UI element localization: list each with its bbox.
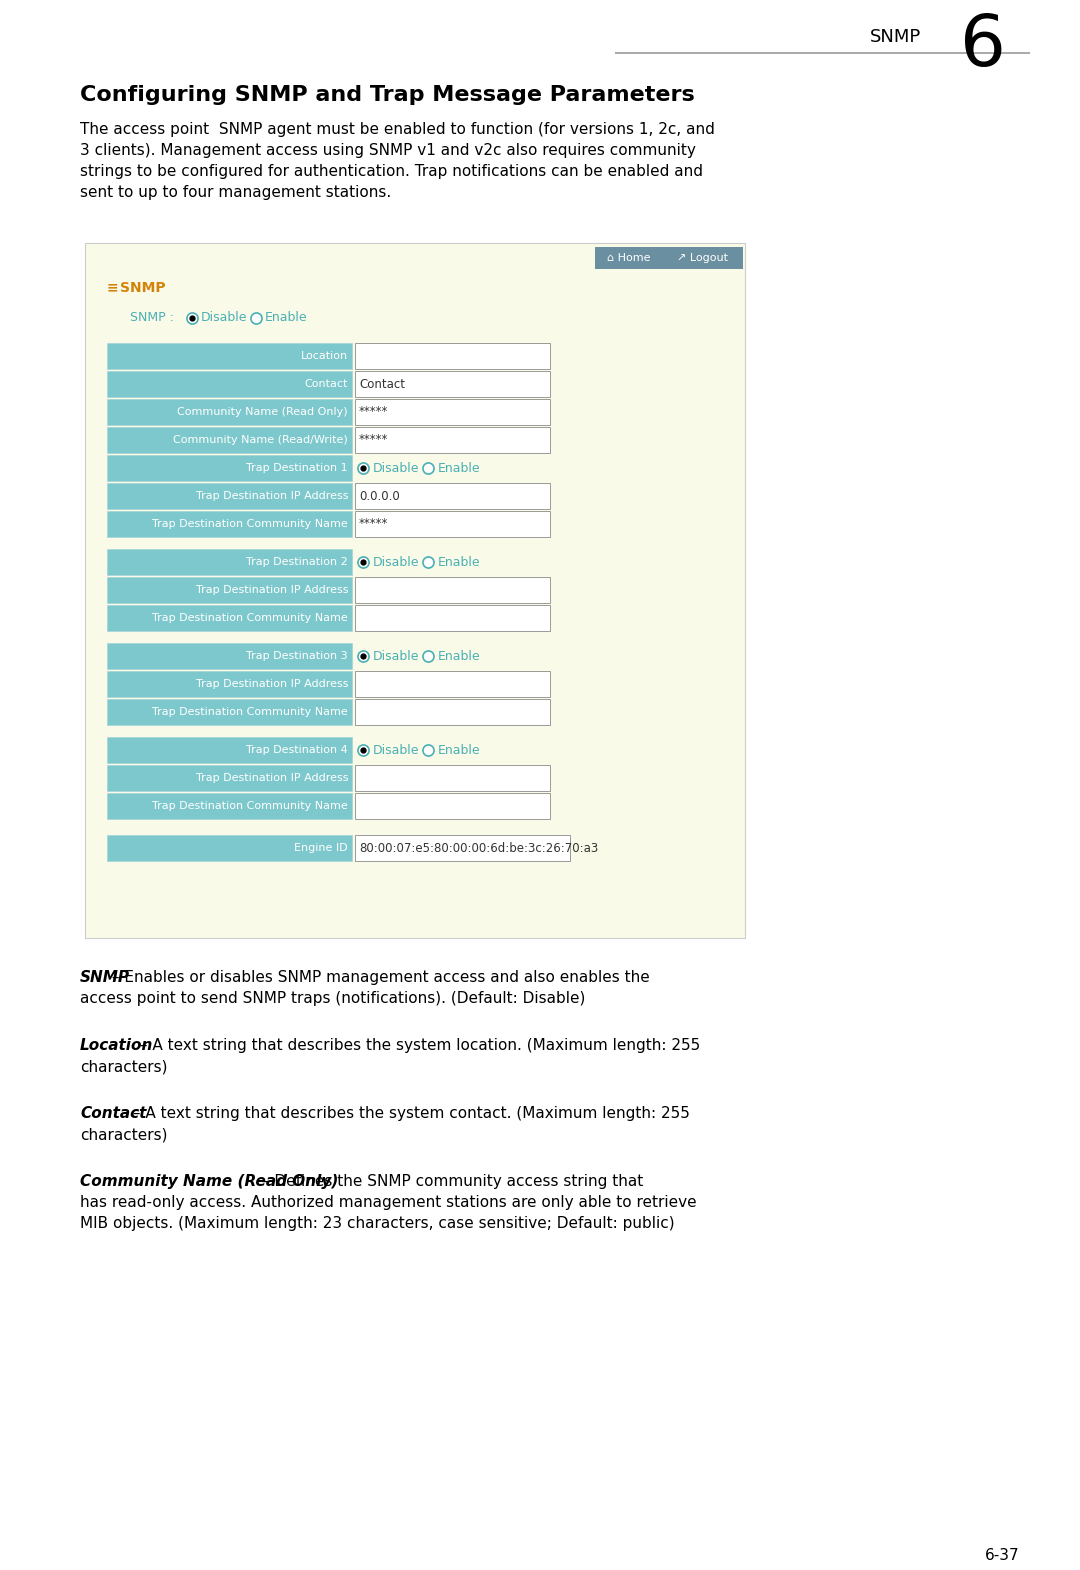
Bar [107, 578, 352, 603]
Text: Disable: Disable [373, 744, 419, 757]
Bar [107, 399, 352, 425]
Text: access point to send SNMP traps (notifications). (Default: Disable): access point to send SNMP traps (notific… [80, 991, 585, 1006]
Bar [85, 243, 745, 937]
Text: – A text string that describes the system location. (Maximum length: 255: – A text string that describes the syste… [135, 1038, 700, 1053]
Bar [107, 644, 352, 669]
Text: SNMP: SNMP [120, 281, 165, 295]
Text: Trap Destination IP Address: Trap Destination IP Address [195, 491, 348, 501]
Text: Trap Destination Community Name: Trap Destination Community Name [152, 520, 348, 529]
Bar [107, 484, 352, 509]
Bar [107, 670, 352, 697]
Text: SNMP: SNMP [80, 970, 130, 984]
Text: Location: Location [301, 352, 348, 361]
Text: Enable: Enable [438, 556, 481, 568]
Bar [107, 427, 352, 454]
Text: – Defines the SNMP community access string that: – Defines the SNMP community access stri… [257, 1174, 644, 1188]
Text: SNMP: SNMP [870, 28, 921, 46]
Text: Trap Destination 3: Trap Destination 3 [246, 652, 348, 661]
Text: Disable: Disable [373, 462, 419, 474]
Bar [107, 510, 352, 537]
Text: Trap Destination Community Name: Trap Destination Community Name [152, 801, 348, 812]
Bar [355, 342, 550, 369]
Text: 6-37: 6-37 [985, 1548, 1020, 1564]
Text: ↗ Logout: ↗ Logout [677, 253, 728, 264]
Text: Disable: Disable [201, 311, 247, 323]
Bar [107, 455, 352, 480]
Text: characters): characters) [80, 1060, 167, 1074]
Text: *****: ***** [359, 405, 389, 419]
Text: Trap Destination 1: Trap Destination 1 [246, 463, 348, 473]
Text: 3 clients). Management access using SNMP v1 and v2c also requires community: 3 clients). Management access using SNMP… [80, 143, 696, 159]
Bar [355, 371, 550, 397]
Text: Enable: Enable [438, 744, 481, 757]
Text: Contact: Contact [359, 377, 405, 391]
Text: 0.0.0.0: 0.0.0.0 [359, 490, 400, 502]
Text: Location: Location [80, 1038, 153, 1053]
Text: *****: ***** [359, 518, 389, 531]
Text: has read-only access. Authorized management stations are only able to retrieve: has read-only access. Authorized managem… [80, 1195, 697, 1210]
Text: – A text string that describes the system contact. (Maximum length: 255: – A text string that describes the syste… [127, 1105, 690, 1121]
Bar [355, 835, 570, 860]
Bar [355, 699, 550, 725]
Bar [107, 736, 352, 763]
Bar [595, 246, 743, 268]
Bar [355, 510, 550, 537]
Text: Trap Destination Community Name: Trap Destination Community Name [152, 612, 348, 623]
Text: *****: ***** [359, 433, 389, 446]
Text: Configuring SNMP and Trap Message Parameters: Configuring SNMP and Trap Message Parame… [80, 85, 694, 105]
Text: ≡: ≡ [107, 281, 123, 295]
Text: Disable: Disable [373, 556, 419, 568]
Bar [107, 604, 352, 631]
Bar [107, 342, 352, 369]
Text: Enable: Enable [438, 462, 481, 474]
Text: Trap Destination 4: Trap Destination 4 [246, 746, 348, 755]
Text: Trap Destination IP Address: Trap Destination IP Address [195, 678, 348, 689]
Text: Disable: Disable [373, 650, 419, 663]
Text: Trap Destination 2: Trap Destination 2 [246, 557, 348, 567]
Bar [107, 371, 352, 397]
Bar [107, 765, 352, 791]
Text: Community Name (Read/Write): Community Name (Read/Write) [173, 435, 348, 444]
Bar [107, 793, 352, 820]
Text: ⌂ Home: ⌂ Home [607, 253, 650, 264]
Text: Community Name (Read Only): Community Name (Read Only) [177, 407, 348, 418]
Text: 6: 6 [960, 13, 1005, 82]
Bar [107, 835, 352, 860]
Text: Trap Destination Community Name: Trap Destination Community Name [152, 706, 348, 717]
Bar [355, 793, 550, 820]
Text: strings to be configured for authentication. Trap notifications can be enabled a: strings to be configured for authenticat… [80, 163, 703, 179]
Bar [355, 427, 550, 454]
Bar [107, 699, 352, 725]
Text: Enable: Enable [438, 650, 481, 663]
Bar [355, 670, 550, 697]
Text: – Enables or disables SNMP management access and also enables the: – Enables or disables SNMP management ac… [107, 970, 650, 984]
Text: SNMP :: SNMP : [130, 311, 174, 323]
Text: Contact: Contact [305, 378, 348, 389]
Text: Engine ID: Engine ID [295, 843, 348, 853]
Bar [355, 604, 550, 631]
Bar [355, 765, 550, 791]
Text: MIB objects. (Maximum length: 23 characters, case sensitive; Default: public): MIB objects. (Maximum length: 23 charact… [80, 1217, 675, 1231]
Bar [355, 399, 550, 425]
Bar [355, 578, 550, 603]
Text: sent to up to four management stations.: sent to up to four management stations. [80, 185, 391, 199]
Text: characters): characters) [80, 1127, 167, 1141]
Text: 80:00:07:e5:80:00:00:6d:be:3c:26:70:a3: 80:00:07:e5:80:00:00:6d:be:3c:26:70:a3 [359, 842, 598, 854]
Bar [355, 484, 550, 509]
Text: Enable: Enable [265, 311, 308, 323]
Text: Community Name (Read Only): Community Name (Read Only) [80, 1174, 338, 1188]
Text: The access point  SNMP agent must be enabled to function (for versions 1, 2c, an: The access point SNMP agent must be enab… [80, 122, 715, 137]
Text: Contact: Contact [80, 1105, 147, 1121]
Text: Trap Destination IP Address: Trap Destination IP Address [195, 772, 348, 783]
Bar [107, 550, 352, 575]
Text: Trap Destination IP Address: Trap Destination IP Address [195, 586, 348, 595]
